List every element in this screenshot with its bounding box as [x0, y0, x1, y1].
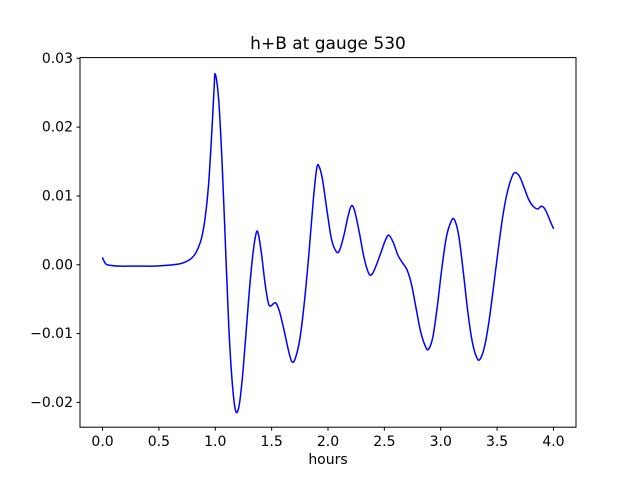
x-tick-label: 4.0 [542, 434, 564, 450]
data-line [101, 72, 555, 414]
y-tick-label: 0.02 [42, 120, 73, 136]
y-tick-label: 0.00 [42, 257, 73, 273]
x-tick-label: 3.0 [430, 434, 452, 450]
x-tick-label: 2.5 [373, 434, 395, 450]
y-tick-label: 0.01 [42, 188, 73, 204]
x-tick-label: 1.5 [261, 434, 283, 450]
x-tick-label: 3.5 [486, 434, 508, 450]
x-axis-label: hours [308, 452, 348, 468]
x-tick-label: 0.0 [91, 434, 113, 450]
x-tick-label: 1.0 [204, 434, 226, 450]
x-tick-label: 0.5 [148, 434, 170, 450]
y-tick-label: −0.02 [30, 395, 73, 411]
chart-title: h+B at gauge 530 [250, 34, 406, 54]
axes-frame [79, 57, 577, 428]
x-tick-label: 2.0 [317, 434, 339, 450]
y-tick-label: 0.03 [42, 51, 73, 67]
y-tick-label: −0.01 [30, 326, 73, 342]
